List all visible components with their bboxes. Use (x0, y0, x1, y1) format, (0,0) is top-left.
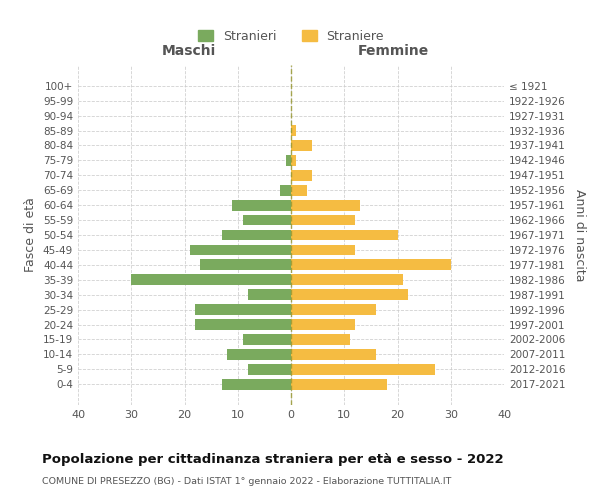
Bar (291, 125, 296, 136)
Bar (222, 230, 291, 240)
Bar (222, 379, 291, 390)
Bar (291, 214, 355, 226)
Bar (195, 304, 291, 315)
Text: Femmine: Femmine (358, 44, 429, 58)
Bar (291, 349, 376, 360)
Text: Popolazione per cittadinanza straniera per età e sesso - 2022: Popolazione per cittadinanza straniera p… (42, 452, 503, 466)
Text: Maschi: Maschi (161, 44, 216, 58)
Bar (291, 230, 398, 240)
Bar (291, 319, 355, 330)
Bar (280, 185, 291, 196)
Legend: Stranieri, Straniere: Stranieri, Straniere (192, 24, 390, 49)
Bar (243, 334, 291, 345)
Bar (291, 364, 435, 374)
Y-axis label: Fasce di età: Fasce di età (25, 198, 37, 272)
Y-axis label: Anni di nascita: Anni di nascita (572, 188, 586, 281)
Bar (291, 170, 313, 180)
Bar (291, 244, 355, 256)
Bar (291, 155, 296, 166)
Bar (243, 214, 291, 226)
Bar (291, 140, 313, 151)
Bar (131, 274, 291, 285)
Bar (291, 200, 360, 210)
Bar (190, 244, 291, 256)
Bar (291, 274, 403, 285)
Text: COMUNE DI PRESEZZO (BG) - Dati ISTAT 1° gennaio 2022 - Elaborazione TUTTITALIA.I: COMUNE DI PRESEZZO (BG) - Dati ISTAT 1° … (42, 478, 451, 486)
Bar (248, 290, 291, 300)
Bar (248, 364, 291, 374)
Bar (200, 260, 291, 270)
Bar (291, 304, 376, 315)
Bar (291, 379, 387, 390)
Bar (291, 260, 451, 270)
Bar (291, 185, 307, 196)
Bar (227, 349, 291, 360)
Bar (195, 319, 291, 330)
Bar (291, 334, 350, 345)
Bar (286, 155, 291, 166)
Bar (291, 290, 408, 300)
Bar (232, 200, 291, 210)
